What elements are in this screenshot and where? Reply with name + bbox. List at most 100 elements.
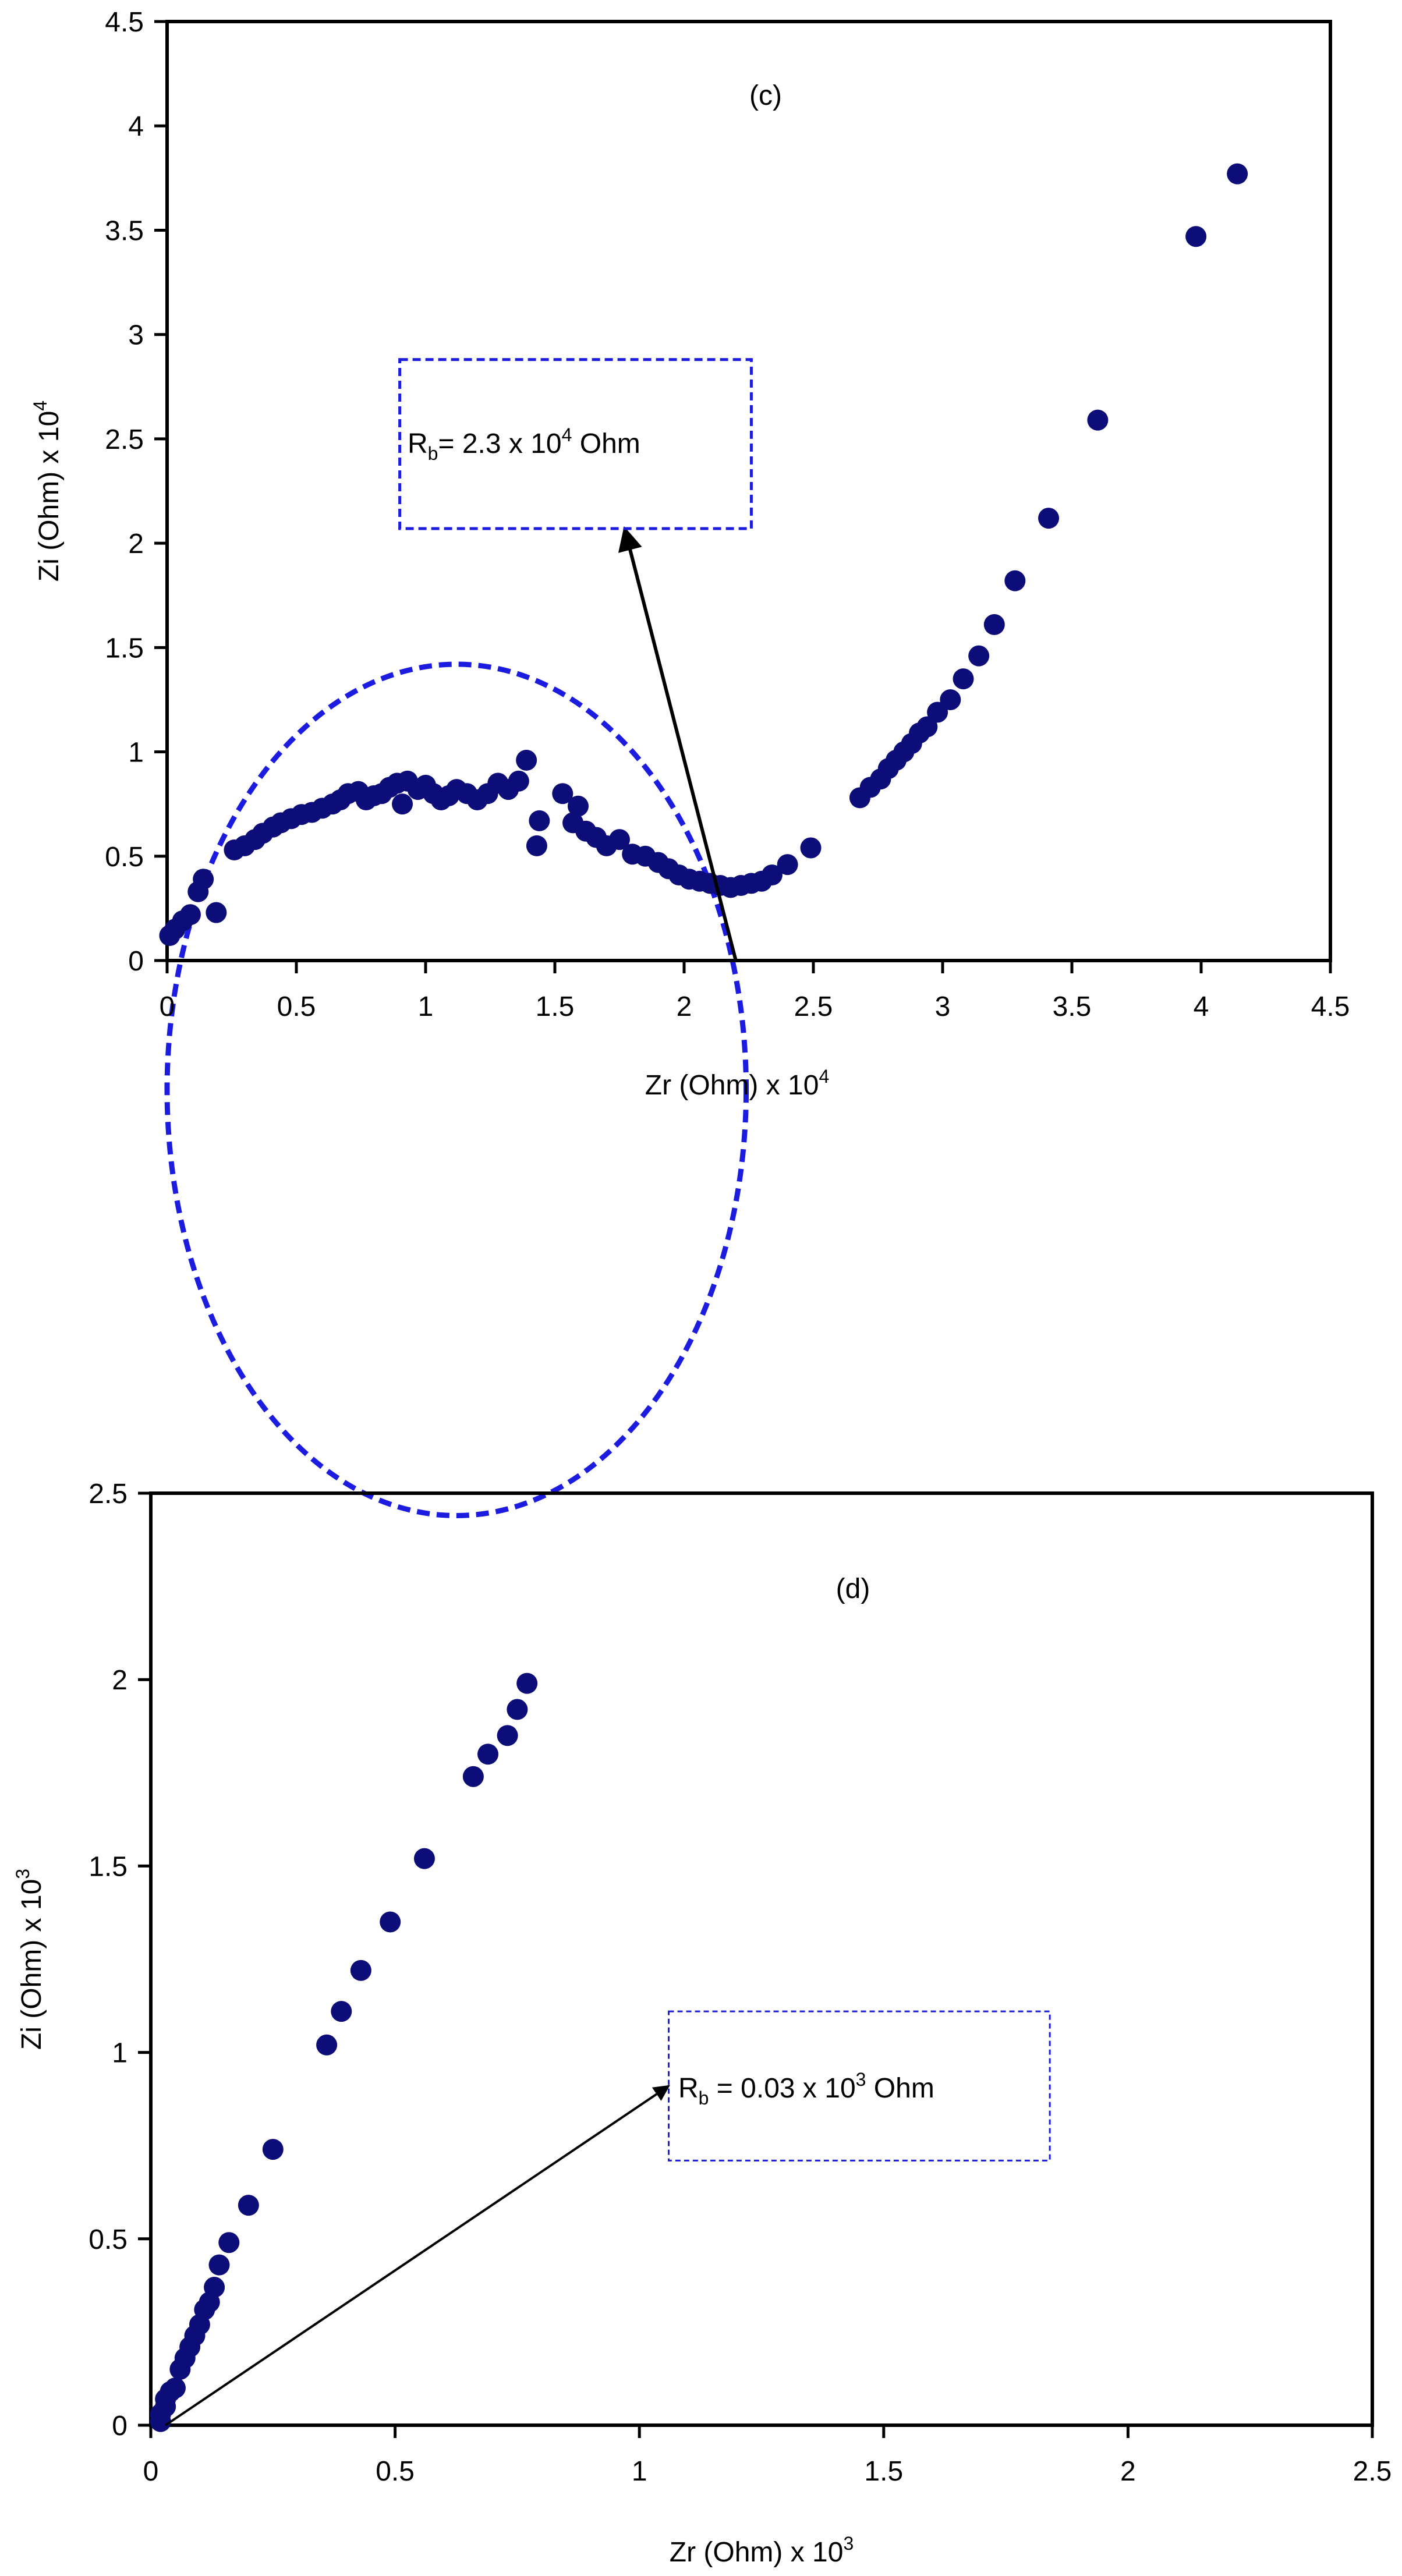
tick-marks bbox=[154, 20, 1332, 973]
fit-circle bbox=[164, 661, 749, 1518]
data-point bbox=[777, 854, 798, 876]
y-tick-label: 0 bbox=[128, 946, 144, 977]
x-tick-labels: 0 0.5 1 1.5 2 2.5 bbox=[143, 2456, 1392, 2487]
data-point bbox=[218, 2232, 240, 2253]
data-point bbox=[916, 716, 938, 738]
y-tick-label: 1.5 bbox=[88, 1851, 128, 1882]
y-tick-label: 2 bbox=[112, 1665, 128, 1696]
x-tick-label: 0 bbox=[160, 991, 175, 1022]
y-axis-title: Zi (Ohm) x 104 bbox=[30, 401, 65, 582]
y-tick-label: 2.5 bbox=[88, 1479, 128, 1510]
data-point bbox=[552, 783, 573, 805]
y-tick-label: 0.5 bbox=[105, 842, 144, 873]
y-tick-label: 0 bbox=[112, 2411, 128, 2442]
data-point bbox=[1038, 508, 1060, 529]
y-tick-label: 0.5 bbox=[88, 2224, 128, 2255]
x-tick-label: 3 bbox=[935, 991, 951, 1022]
y-tick-label: 4.5 bbox=[105, 7, 144, 38]
y-tick-label: 1.5 bbox=[105, 633, 144, 664]
data-point bbox=[508, 770, 529, 792]
data-point bbox=[413, 1848, 435, 1869]
rb-annotation: Rb = 0.03 x 103 Ohm bbox=[678, 2069, 934, 2109]
x-tick-label: 1.5 bbox=[536, 991, 575, 1022]
data-point bbox=[350, 1960, 371, 1981]
x-tick-label: 2 bbox=[677, 991, 692, 1022]
x-tick-label: 4 bbox=[1194, 991, 1209, 1022]
data-point bbox=[204, 2277, 225, 2298]
data-point bbox=[1227, 163, 1248, 185]
x-tick-labels: 0 0.5 1 1.5 2 2.5 3 3.5 4 4.5 bbox=[160, 991, 1350, 1022]
x-tick-label: 0.5 bbox=[376, 2456, 415, 2487]
data-point bbox=[526, 835, 547, 856]
y-tick-label: 2 bbox=[128, 529, 144, 559]
x-tick-label: 0 bbox=[143, 2456, 159, 2487]
y-tick-label: 1 bbox=[128, 738, 144, 768]
data-point bbox=[507, 1699, 528, 1720]
panel-label: (d) bbox=[836, 1574, 870, 1604]
data-point bbox=[940, 689, 961, 710]
data-point bbox=[316, 2034, 338, 2056]
data-point bbox=[968, 645, 990, 667]
rb-box bbox=[668, 2010, 1051, 2162]
rb-box bbox=[398, 358, 753, 530]
plot-area bbox=[149, 1491, 1374, 2427]
y-tick-label: 4 bbox=[128, 111, 144, 142]
data-points bbox=[159, 163, 1248, 946]
data-point bbox=[392, 793, 413, 815]
panel-label: (c) bbox=[749, 80, 782, 111]
data-point bbox=[1004, 570, 1026, 591]
annotation-arrow bbox=[165, 2085, 670, 2426]
data-point bbox=[238, 2195, 259, 2216]
data-point bbox=[1185, 226, 1207, 247]
data-point bbox=[567, 795, 589, 817]
y-tick-label: 3 bbox=[128, 320, 144, 351]
x-axis-title: Zr (Ohm) x 103 bbox=[670, 2533, 854, 2568]
data-point bbox=[800, 837, 822, 859]
data-point bbox=[609, 829, 630, 851]
data-points bbox=[150, 1673, 538, 2432]
y-tick-label: 1 bbox=[112, 2038, 128, 2069]
x-tick-label: 2.5 bbox=[794, 991, 833, 1022]
data-point bbox=[477, 1744, 499, 1765]
x-tick-label: 1 bbox=[632, 2456, 647, 2487]
tick-marks bbox=[138, 1491, 1374, 2438]
y-tick-labels: 0 0.5 1 1.5 2 2.5 3 3.5 4 4.5 bbox=[105, 7, 144, 977]
data-point bbox=[462, 1766, 484, 1787]
x-tick-label: 3.5 bbox=[1053, 991, 1092, 1022]
rb-annotation: Rb= 2.3 x 104 Ohm bbox=[408, 424, 640, 464]
data-point bbox=[516, 749, 537, 771]
data-point bbox=[497, 1725, 518, 1746]
x-tick-label: 1.5 bbox=[864, 2456, 903, 2487]
x-tick-label: 4.5 bbox=[1311, 991, 1350, 1022]
data-point bbox=[331, 2001, 352, 2022]
plot-area bbox=[165, 20, 1332, 962]
x-axis-title: Zr (Ohm) x 104 bbox=[645, 1066, 829, 1101]
x-tick-label: 2.5 bbox=[1353, 2456, 1392, 2487]
x-tick-label: 2 bbox=[1120, 2456, 1136, 2487]
data-point bbox=[529, 810, 550, 831]
x-tick-label: 1 bbox=[418, 991, 434, 1022]
y-tick-label: 3.5 bbox=[105, 215, 144, 246]
chart-c: 0 0.5 1 1.5 2 2.5 3 3.5 4 4.5 0 0.5 1 1.5 2 2.5 3 3.5 4 4.… bbox=[30, 7, 1350, 1518]
data-point bbox=[516, 1673, 538, 1694]
data-point bbox=[983, 614, 1005, 635]
data-point bbox=[193, 869, 214, 890]
data-point bbox=[206, 902, 227, 923]
data-point bbox=[208, 2254, 230, 2276]
data-point bbox=[927, 701, 948, 723]
data-point bbox=[953, 668, 974, 690]
y-axis-title: Zi (Ohm) x 103 bbox=[12, 1869, 47, 2050]
data-point bbox=[761, 864, 783, 886]
data-point bbox=[1087, 409, 1109, 431]
x-tick-label: 0.5 bbox=[277, 991, 316, 1022]
data-point bbox=[262, 2139, 284, 2160]
data-point bbox=[179, 904, 201, 926]
y-tick-label: 2.5 bbox=[105, 424, 144, 455]
data-point bbox=[164, 2377, 186, 2398]
annotation-arrow bbox=[618, 526, 738, 961]
y-tick-labels: 0 0.5 1 1.5 2 2.5 bbox=[88, 1479, 128, 2442]
fit-circle-layer bbox=[164, 661, 749, 1518]
data-point bbox=[380, 1911, 401, 1933]
chart-d: 0 0.5 1 1.5 2 2.5 0 0.5 1 1.5 2 2.5 Rb = 0.03 x 10… bbox=[12, 1479, 1392, 2568]
